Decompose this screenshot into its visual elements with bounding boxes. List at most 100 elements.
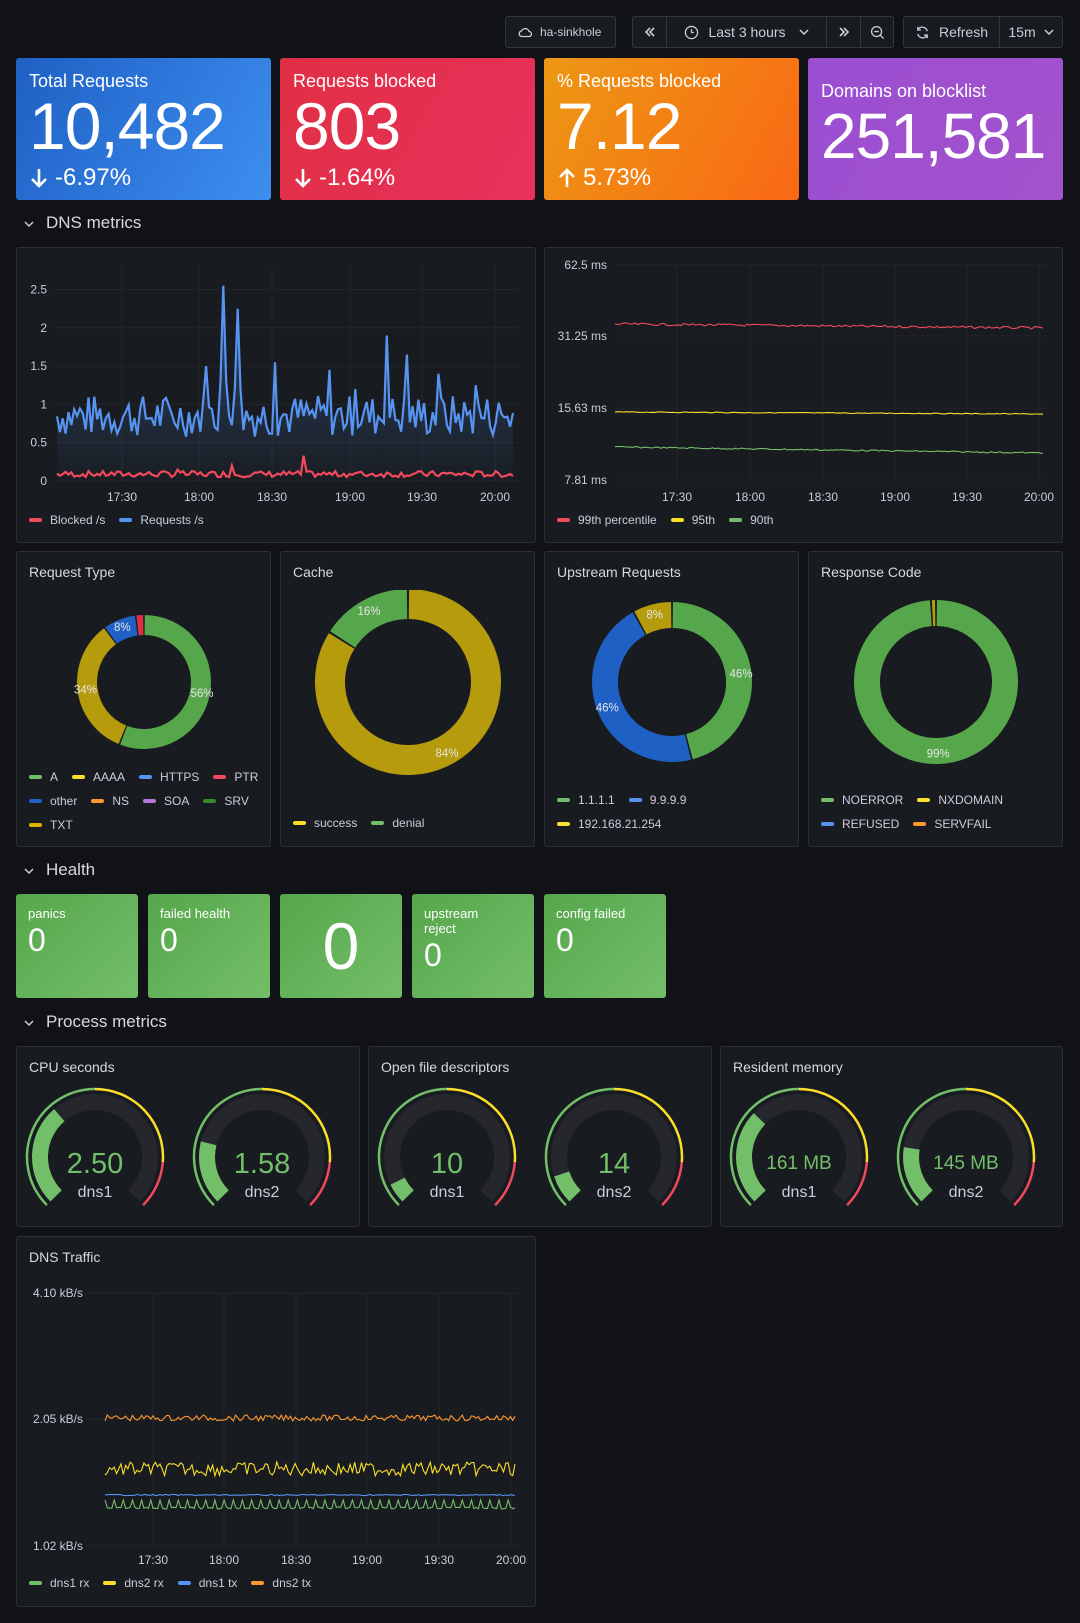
x-tick-label: 19:30 [407, 490, 437, 504]
legend-label: PTR [234, 770, 259, 784]
requests-chart: 2.5 2 1.5 1 0.5 0 17:30 18:00 18:30 19:00 19:30 20:… [30, 265, 519, 504]
legend-item[interactable]: TXT [29, 818, 73, 832]
legend-item[interactable]: success [293, 816, 357, 830]
chevron-down-icon [24, 863, 34, 877]
legend-item[interactable]: 99th percentile [557, 513, 657, 527]
donut-slice-label: 34% [74, 684, 97, 696]
time-range-label: Last 3 hours [708, 24, 786, 40]
legend-item[interactable]: SERVFAIL [913, 817, 991, 831]
legend-item[interactable]: NOERROR [821, 793, 903, 807]
x-tick-label: 20:00 [496, 1553, 526, 1567]
response-code-panel: Response Code 99% NOERROR NXDOMAIN REFUSED… [808, 551, 1063, 847]
legend-item[interactable]: NXDOMAIN [917, 793, 1003, 807]
x-tick-label: 18:00 [735, 490, 765, 504]
legend-item[interactable]: 90th [729, 513, 773, 527]
gauge-value: 145 MB [933, 1153, 998, 1174]
row-health[interactable]: Health [24, 860, 95, 880]
legend-item[interactable]: REFUSED [821, 817, 899, 831]
donut-slice-label: 99% [927, 749, 950, 761]
cloud-icon [518, 26, 532, 38]
dns-traffic-legend: dns1 rx dns2 rx dns1 tx dns2 tx [29, 1576, 311, 1590]
donut-slice [854, 600, 1018, 764]
legend-label: SERVFAIL [934, 817, 992, 831]
requests-series-line [55, 285, 515, 439]
legend-swatch [557, 798, 570, 802]
x-tick-label: 17:30 [107, 490, 137, 504]
row-title: DNS metrics [46, 213, 142, 232]
legend-label: HTTPS [160, 770, 200, 784]
row-dns-metrics[interactable]: DNS metrics [24, 213, 141, 233]
panel-title: Resident memory [733, 1059, 843, 1075]
legend-item[interactable]: Blocked /s [29, 513, 105, 527]
zoom-out-button[interactable] [861, 17, 893, 47]
legend-item[interactable]: dns2 tx [251, 1576, 311, 1590]
legend-item[interactable]: AAAA [72, 770, 125, 784]
legend-label: 90th [750, 513, 774, 527]
legend-label: AAAA [93, 770, 126, 784]
upstream-legend: 1.1.1.1 9.9.9.9 192.168.21.254 [557, 793, 757, 831]
time-forward-button[interactable] [827, 17, 861, 47]
legend-item[interactable]: 9.9.9.9 [628, 793, 686, 807]
gauge-threshold-arc [192, 1087, 263, 1206]
x-tick-label: 18:30 [808, 490, 838, 504]
request-type-donut: 56% 34% 8% [74, 615, 213, 749]
open-fd-gauges: 10 dns1 14 dns2 [377, 1087, 684, 1206]
legend-swatch [213, 775, 227, 779]
legend-item[interactable]: 192.168.21.254 [557, 817, 661, 831]
legend-label: NOERROR [842, 793, 904, 807]
row-process-metrics[interactable]: Process metrics [24, 1012, 167, 1032]
time-range-picker[interactable]: Last 3 hours [667, 17, 827, 47]
p99-series-line [614, 322, 1044, 330]
legend-label: A [50, 770, 59, 784]
legend-swatch [917, 798, 931, 802]
refresh-interval-picker[interactable]: 15m [1000, 17, 1062, 47]
donut-slice-label: 46% [596, 703, 619, 715]
legend-swatch [203, 799, 217, 803]
refresh-button[interactable]: Refresh [904, 17, 1000, 47]
dns2-tx-series-line [104, 1413, 516, 1423]
response-code-donut: 99% [854, 600, 1018, 764]
legend-swatch [821, 798, 834, 802]
legend-swatch [293, 821, 306, 825]
donut-slice [592, 612, 691, 762]
response-code-legend: NOERROR NXDOMAIN REFUSED SERVFAIL [821, 793, 1041, 831]
row-title: Health [46, 860, 96, 879]
legend-item[interactable]: PTR [213, 770, 258, 784]
blocked-series-line [56, 455, 514, 479]
legend-item[interactable]: dns2 rx [103, 1576, 164, 1590]
refresh-icon [915, 25, 930, 40]
legend-item[interactable]: 1.1.1.1 [557, 793, 615, 807]
x-tick-label: 19:30 [952, 490, 982, 504]
legend-item[interactable]: other [29, 794, 77, 808]
chevron-down-icon [24, 1015, 34, 1029]
health-label: upstream reject [424, 906, 479, 936]
datasource-picker[interactable]: ha-sinkhole [505, 16, 616, 48]
gauge-value-arc [554, 1171, 582, 1202]
time-back-button[interactable] [633, 17, 667, 47]
legend-item[interactable]: dns1 tx [177, 1576, 237, 1590]
legend-item[interactable]: A [29, 770, 58, 784]
health-config-failed: config failed 0 [544, 894, 666, 998]
health-failed-health: failed health 0 [148, 894, 270, 998]
gauge-track [736, 1094, 862, 1202]
health-value: 0 [424, 937, 442, 973]
gauge-threshold-arc [142, 1162, 165, 1206]
gauge-threshold-arc [494, 1162, 517, 1206]
legend-item[interactable]: 95th [670, 513, 715, 527]
legend-label: denial [392, 816, 425, 830]
refresh-label: Refresh [938, 24, 989, 40]
legend-item[interactable]: dns1 rx [29, 1576, 89, 1590]
stat-change: -6.97% [29, 164, 258, 192]
legend-item[interactable]: denial [371, 816, 424, 830]
requests-legend: Blocked /s Requests /s [29, 513, 204, 527]
legend-item[interactable]: SRV [203, 794, 249, 808]
latency-chart: 62.5 ms 31.25 ms 15.63 ms 7.81 ms 17:30 18:00… [558, 258, 1055, 504]
legend-item[interactable]: NS [91, 794, 129, 808]
legend-label: Blocked /s [50, 513, 106, 527]
legend-item[interactable]: HTTPS [139, 770, 199, 784]
gauge-threshold-arc [25, 1087, 96, 1206]
legend-item[interactable]: SOA [143, 794, 189, 808]
donut-slice-label: 46% [730, 668, 753, 680]
legend-item[interactable]: Requests /s [119, 513, 204, 527]
request-type-legend: A AAAA HTTPS PTR other NS SOA SRV TXT [29, 770, 264, 832]
